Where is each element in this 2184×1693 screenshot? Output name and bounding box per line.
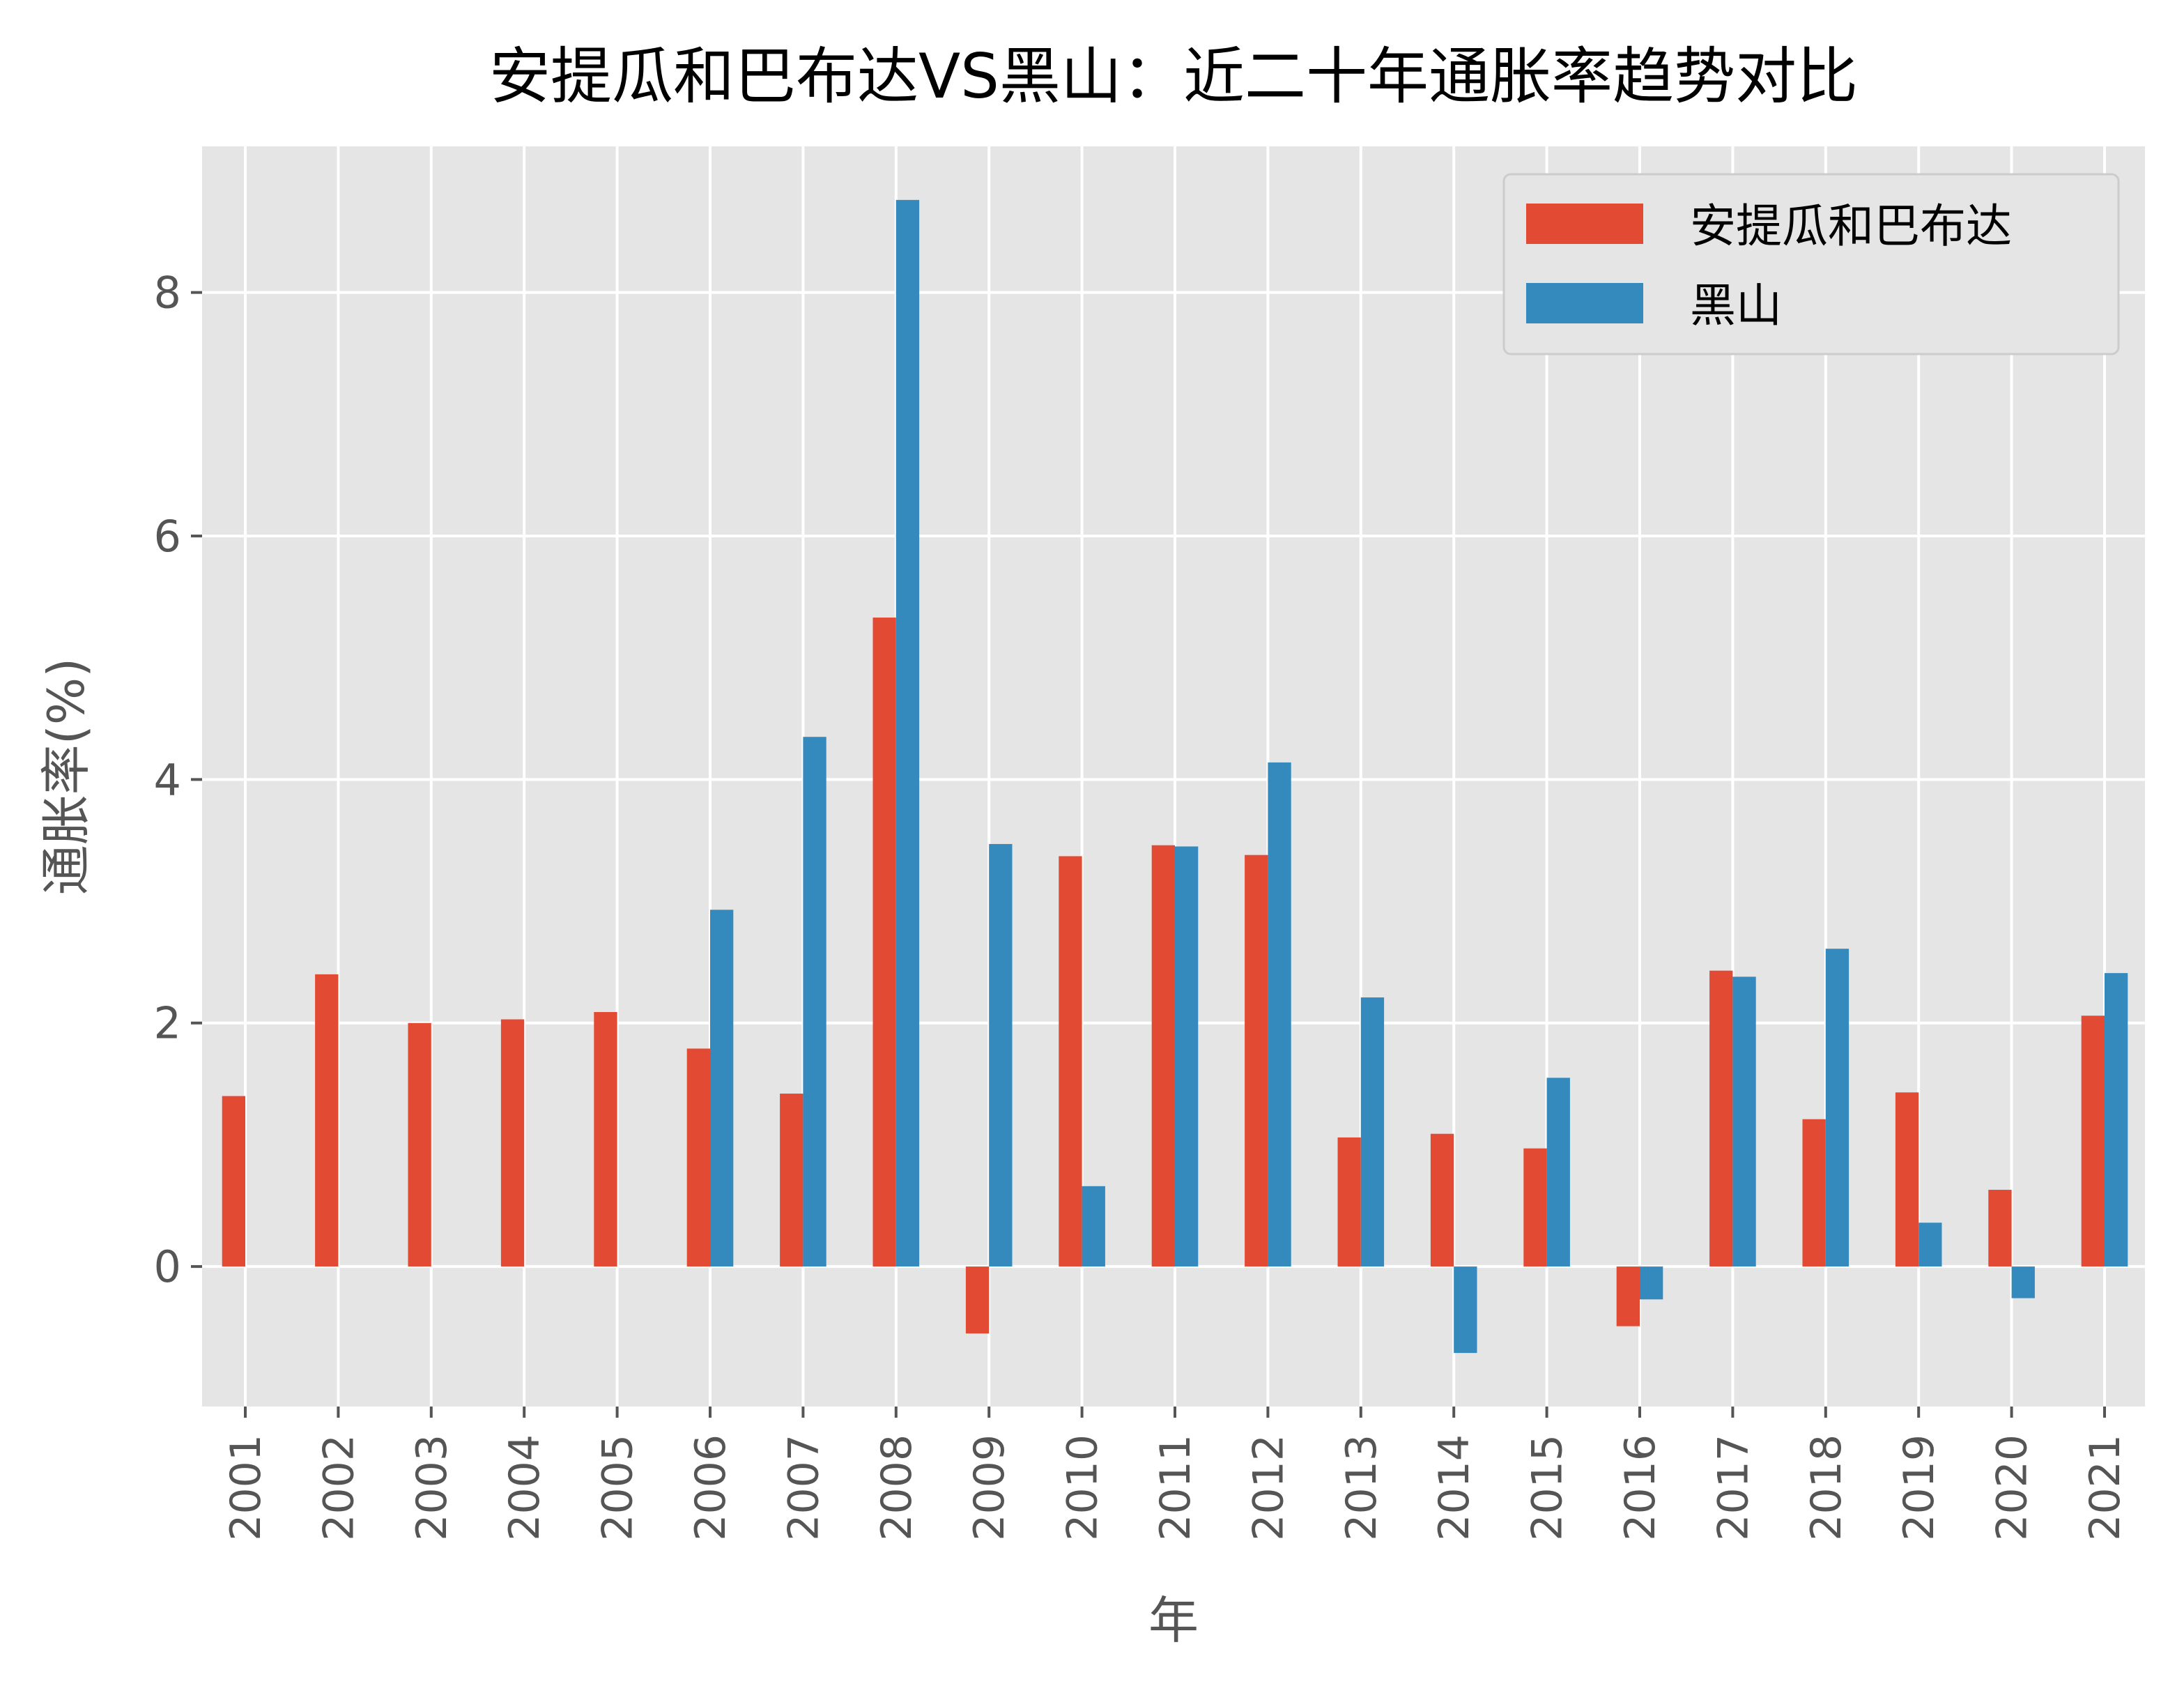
bar-antigua-2012 [1245,855,1268,1267]
bar-antigua-2019 [1895,1092,1919,1267]
bar-antigua-2014 [1430,1133,1454,1267]
bar-antigua-2007 [780,1094,803,1267]
x-tick-label: 2015 [1523,1434,1572,1541]
x-tick-label: 2007 [779,1434,828,1541]
bar-montenegro-2013 [1360,997,1385,1267]
x-tick-label: 2004 [500,1434,549,1541]
bar-antigua-2015 [1523,1148,1547,1267]
x-tick-label: 2016 [1616,1434,1665,1541]
x-tick-label: 2009 [965,1434,1014,1541]
legend-box [1502,173,2120,355]
bar-antigua-2005 [594,1012,617,1267]
bar-montenegro-2019 [1918,1223,1942,1267]
bar-antigua-2021 [2081,1016,2105,1267]
bar-antigua-2008 [872,618,896,1267]
y-tick-label: 6 [154,511,181,562]
bar-antigua-2002 [315,974,339,1267]
bar-antigua-2010 [1059,856,1082,1267]
bar-antigua-2018 [1802,1119,1826,1267]
x-tick-label: 2003 [408,1434,456,1541]
y-tick-label: 0 [154,1241,181,1292]
x-tick-label: 2021 [2081,1434,2130,1541]
bar-montenegro-2006 [710,910,734,1267]
chart-title: 安提瓜和巴布达VS黑山：近二十年通胀率趋势对比 [489,40,1858,112]
bar-montenegro-2017 [1732,976,1756,1267]
x-tick-label: 2020 [1988,1434,2037,1541]
x-tick-label: 2017 [1709,1434,1758,1541]
bar-antigua-2001 [222,1096,245,1267]
bar-antigua-2004 [500,1019,525,1267]
bar-montenegro-2012 [1268,762,1291,1267]
bar-montenegro-2020 [2011,1266,2035,1299]
legend-swatch-antigua [1526,204,1643,244]
y-tick-label: 8 [154,268,181,319]
x-tick-label: 2019 [1895,1434,1944,1541]
x-tick-label: 2006 [686,1434,735,1541]
x-tick-label: 2002 [314,1434,363,1541]
legend: 安提瓜和巴布达 黑山 [1502,173,2120,355]
x-tick-label: 2011 [1151,1434,1200,1541]
x-tick-label: 2008 [872,1434,921,1541]
y-axis-label: 通胀率(%) [37,658,95,896]
legend-label-antigua: 安提瓜和巴布达 [1690,199,2012,253]
bars [222,199,2128,1354]
bar-montenegro-2021 [2105,973,2128,1267]
y-tick-label: 4 [154,754,181,805]
bar-antigua-2011 [1151,845,1175,1267]
y-tick-label: 2 [154,998,181,1049]
bar-montenegro-2016 [1640,1266,1663,1300]
x-axis-label: 年 [1148,1591,1199,1650]
bar-montenegro-2014 [1454,1266,1477,1354]
legend-label-montenegro: 黑山 [1690,279,1782,332]
x-tick-label: 2012 [1244,1434,1293,1541]
bar-antigua-2017 [1709,970,1733,1267]
bar-montenegro-2011 [1175,846,1199,1267]
bar-montenegro-2009 [989,843,1013,1267]
bar-antigua-2013 [1337,1137,1361,1267]
x-tick-label: 2001 [222,1434,270,1541]
bar-antigua-2003 [408,1022,431,1267]
x-tick-label: 2010 [1059,1434,1107,1541]
bar-antigua-2020 [1988,1190,2012,1267]
bar-montenegro-2008 [895,199,920,1267]
bar-montenegro-2007 [803,737,826,1267]
x-tick-label: 2014 [1430,1434,1479,1541]
legend-swatch-montenegro [1526,283,1643,323]
bar-antigua-2006 [686,1048,710,1267]
x-tick-label: 2013 [1337,1434,1386,1541]
x-tick-label: 2005 [594,1434,643,1541]
bar-montenegro-2010 [1082,1186,1105,1267]
bar-montenegro-2015 [1546,1078,1570,1267]
x-tick-label: 2018 [1802,1434,1851,1541]
bar-montenegro-2018 [1825,949,1850,1267]
bar-antigua-2009 [965,1266,990,1334]
axis-ticks: 0 2 4 6 8 2001 2002 2003 2004 2005 2006 2007 2008 200… [154,268,2130,1541]
bar-antigua-2016 [1616,1266,1640,1326]
